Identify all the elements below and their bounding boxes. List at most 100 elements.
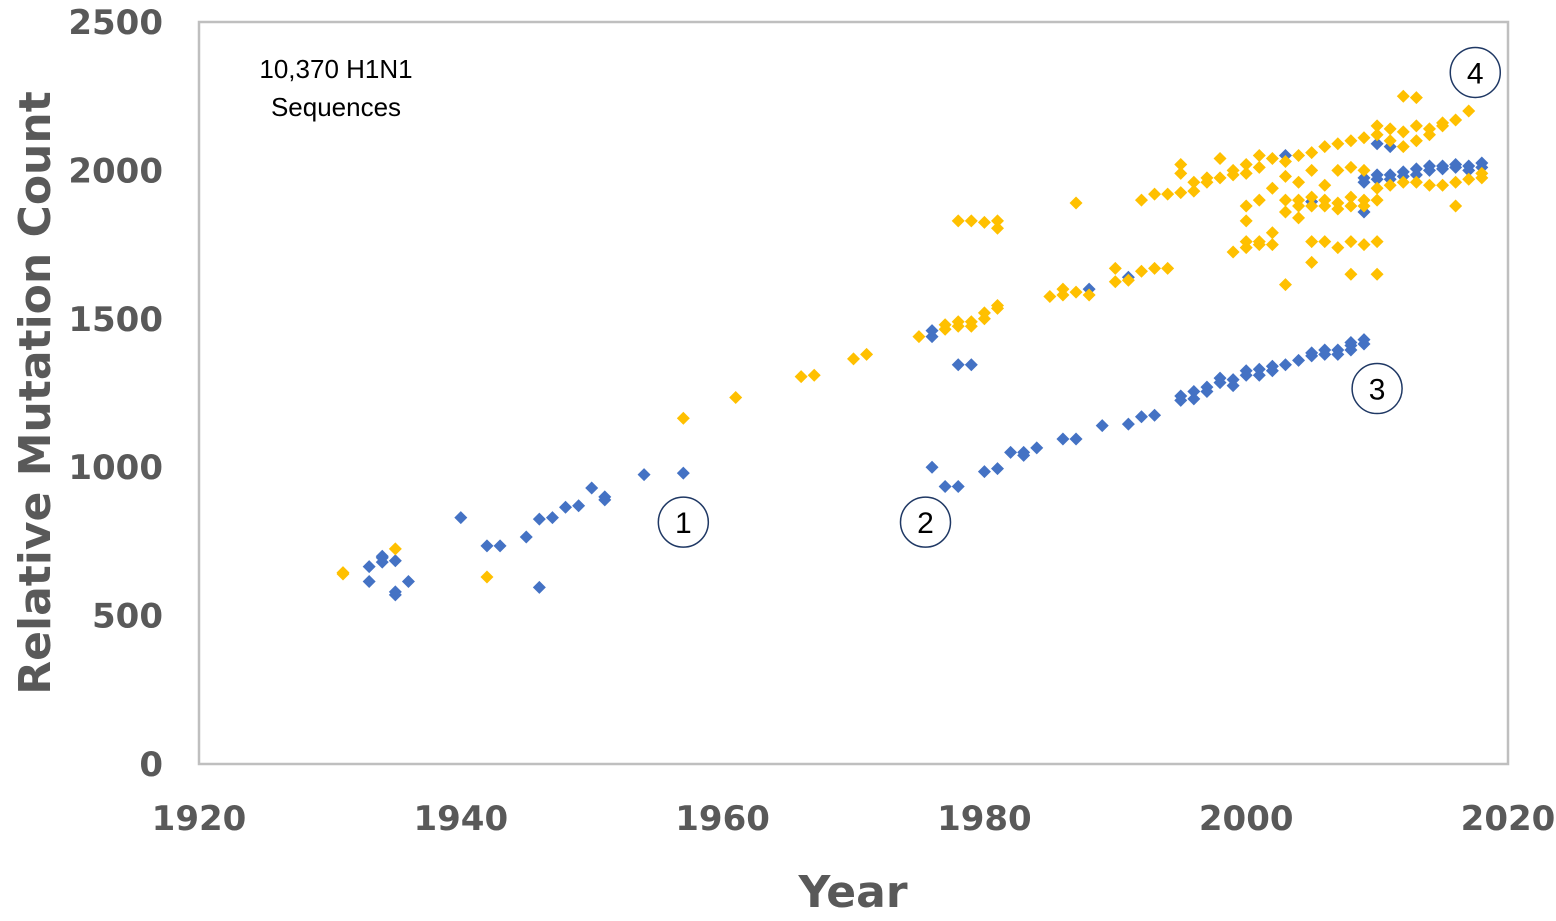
data-point-yellow	[847, 352, 860, 366]
data-point-blue	[559, 500, 573, 514]
data-point-yellow	[1436, 116, 1450, 130]
data-point-blue	[362, 560, 376, 574]
data-point-yellow	[1148, 261, 1162, 275]
data-point-yellow	[480, 570, 494, 584]
data-point-yellow	[1331, 196, 1345, 210]
data-point-yellow	[1396, 175, 1410, 189]
data-point-yellow	[1436, 178, 1450, 192]
data-point-yellow	[1069, 285, 1083, 299]
data-point-blue	[1226, 379, 1240, 393]
data-point-yellow	[1409, 134, 1423, 148]
data-point-yellow	[938, 318, 952, 332]
circled-label-text: 3	[1369, 374, 1386, 407]
data-point-yellow	[1409, 175, 1423, 189]
data-point-blue	[951, 358, 965, 372]
data-point-blue	[480, 539, 494, 553]
circled-label-text: 4	[1467, 57, 1484, 90]
data-point-yellow	[977, 215, 991, 229]
data-point-blue	[401, 574, 415, 588]
data-point-yellow	[1396, 89, 1410, 103]
data-point-yellow	[1174, 186, 1188, 200]
label-circle	[899, 496, 952, 548]
data-point-yellow	[860, 347, 874, 361]
data-point-yellow	[951, 214, 965, 228]
data-point-blue	[1305, 346, 1319, 360]
data-point-yellow	[1239, 235, 1253, 249]
data-point-yellow	[1056, 282, 1070, 296]
data-point-yellow	[1239, 199, 1253, 213]
data-point-yellow	[1121, 273, 1135, 287]
data-point-yellow	[1161, 261, 1175, 275]
y-tick-label: 1000	[68, 448, 163, 488]
data-point-yellow	[1278, 154, 1292, 168]
data-point-yellow	[1331, 163, 1345, 177]
x-tick-labels: 1920 1940 1960 1980 2000 2020	[152, 799, 1556, 839]
data-point-yellow	[1278, 193, 1292, 207]
data-point-blue	[1174, 393, 1188, 407]
data-point-yellow	[964, 214, 978, 228]
data-point-yellow	[1422, 122, 1436, 136]
data-point-yellow	[1357, 193, 1371, 207]
data-point-yellow	[1305, 163, 1319, 177]
data-point-yellow	[1344, 267, 1358, 281]
data-point-blue	[964, 358, 978, 372]
data-point-yellow	[729, 390, 743, 404]
data-point-yellow	[1344, 190, 1358, 204]
data-point-yellow	[1370, 119, 1384, 133]
data-point-yellow	[1278, 278, 1292, 292]
data-point-blue	[454, 511, 468, 525]
plot-frame	[197, 20, 1510, 766]
data-point-yellow	[1305, 190, 1319, 204]
x-tick-label: 2000	[1199, 799, 1294, 839]
data-point-yellow	[1409, 91, 1423, 105]
data-point-yellow	[1161, 187, 1175, 201]
data-point-yellow	[1370, 235, 1384, 249]
data-point-yellow	[1331, 137, 1345, 151]
data-point-blue	[362, 574, 376, 588]
data-point-yellow	[1252, 193, 1266, 207]
data-point-blue	[1475, 156, 1489, 170]
data-point-blue	[1030, 441, 1044, 455]
data-point-yellow	[1370, 193, 1384, 207]
circled-label: 3	[1351, 362, 1403, 415]
data-point-yellow	[1449, 199, 1463, 213]
data-point-yellow	[1043, 290, 1057, 304]
data-point-yellow	[990, 214, 1004, 228]
data-point-yellow	[1370, 128, 1384, 142]
data-point-yellow	[1305, 235, 1319, 249]
x-tick-label: 1960	[675, 799, 770, 839]
annotation-line-1: 10,370 H1N1	[259, 54, 412, 84]
data-points	[336, 89, 1489, 602]
data-point-blue	[1095, 419, 1109, 433]
label-circle	[657, 496, 710, 548]
data-point-yellow	[1383, 178, 1397, 192]
data-point-yellow	[1331, 241, 1345, 255]
data-point-yellow	[1383, 134, 1397, 148]
x-tick-label: 2020	[1461, 799, 1556, 839]
data-point-yellow	[1409, 119, 1423, 133]
data-point-yellow	[1318, 235, 1332, 249]
data-point-yellow	[1134, 264, 1148, 278]
data-point-blue	[519, 530, 533, 544]
data-point-blue	[493, 539, 507, 553]
data-point-blue	[1344, 343, 1358, 357]
data-point-blue	[1134, 410, 1148, 424]
circled-labels: 1 2 3 4	[657, 46, 1502, 548]
data-point-yellow	[1383, 122, 1397, 136]
y-axis-title: Relative Mutation Count	[10, 91, 61, 694]
data-point-yellow	[1344, 160, 1358, 174]
data-point-blue	[1187, 385, 1201, 399]
data-point-yellow	[1252, 149, 1266, 163]
data-point-blue	[1017, 448, 1031, 462]
data-point-yellow	[1108, 261, 1122, 275]
data-point-blue	[1278, 358, 1292, 372]
data-point-blue	[925, 460, 939, 474]
data-point-blue	[1121, 417, 1135, 431]
data-point-blue	[388, 554, 402, 568]
data-point-yellow	[388, 542, 402, 556]
data-point-yellow	[1344, 199, 1358, 213]
x-axis-title: Year	[797, 867, 907, 918]
data-point-yellow	[807, 368, 821, 382]
data-point-blue	[1331, 347, 1345, 361]
